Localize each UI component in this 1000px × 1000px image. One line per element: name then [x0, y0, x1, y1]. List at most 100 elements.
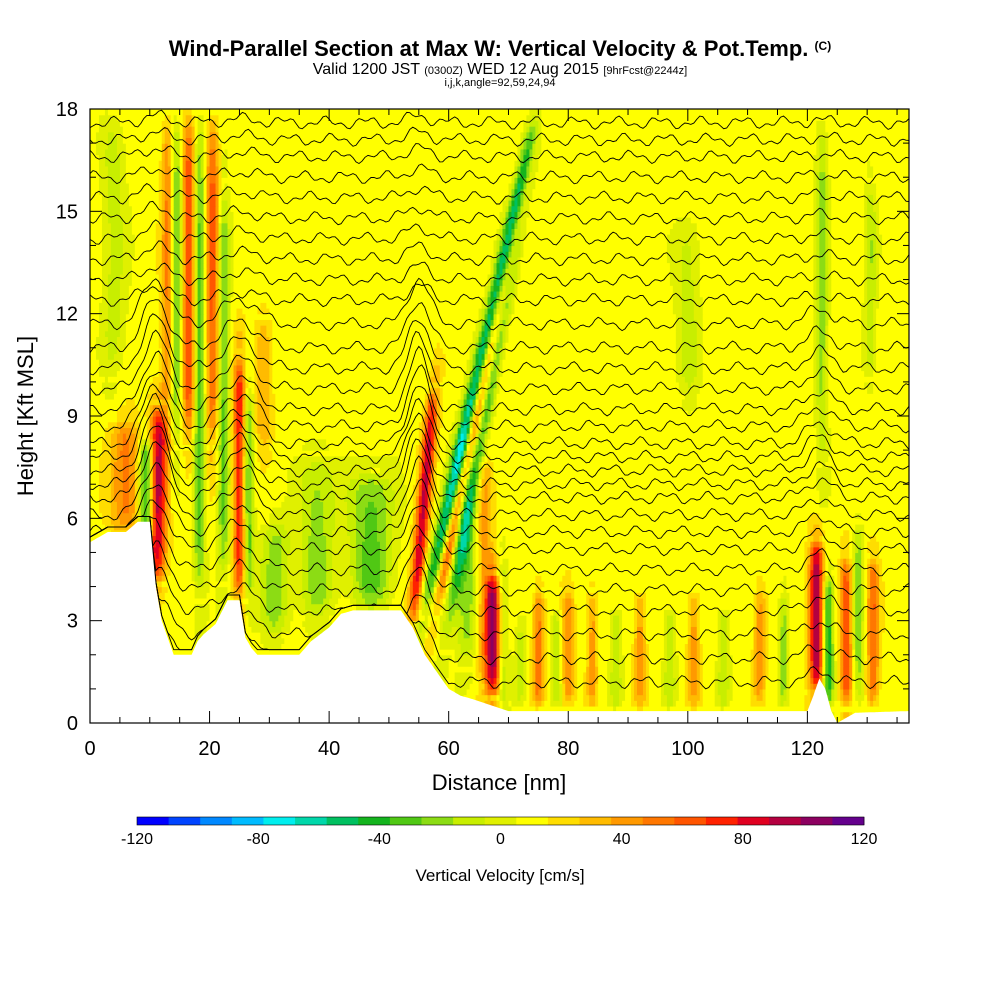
velocity-cell [834, 654, 838, 662]
velocity-cell [155, 518, 163, 525]
velocity-cell [660, 677, 665, 684]
velocity-cell [690, 603, 698, 610]
velocity-cell [134, 472, 139, 480]
velocity-cell [376, 524, 387, 531]
velocity-cell [472, 671, 477, 679]
velocity-cell [385, 501, 396, 508]
velocity-cell [634, 603, 638, 610]
velocity-cell [158, 563, 163, 571]
velocity-cell [690, 381, 704, 389]
velocity-cell [562, 603, 566, 610]
velocity-cell [756, 671, 764, 679]
velocity-cell [451, 450, 456, 457]
velocity-cell [188, 472, 193, 480]
velocity-cell [825, 529, 844, 536]
velocity-cell [634, 614, 638, 622]
velocity-cell [194, 580, 199, 588]
velocity-cell [442, 393, 462, 400]
velocity-cell [221, 387, 229, 394]
velocity-cell [230, 575, 235, 582]
velocity-cell [852, 694, 856, 701]
velocity-cell [493, 467, 817, 474]
velocity-cell [239, 501, 244, 508]
velocity-cell [451, 552, 456, 559]
velocity-cell [765, 620, 770, 627]
velocity-cell [469, 410, 474, 417]
velocity-cell [218, 506, 223, 514]
velocity-cell [843, 558, 847, 565]
velocity-cell [206, 535, 217, 542]
velocity-cell [161, 461, 166, 468]
velocity-cell [786, 626, 791, 633]
velocity-cell [215, 535, 220, 542]
velocity-cell [433, 404, 438, 411]
velocity-cell [436, 626, 441, 633]
velocity-cell [409, 592, 414, 599]
velocity-cell [353, 580, 360, 588]
velocity-cell [523, 688, 527, 696]
velocity-cell [197, 427, 202, 434]
velocity-cell [849, 580, 853, 588]
velocity-cell [245, 506, 253, 514]
velocity-cell [813, 381, 817, 389]
velocity-cell [439, 478, 444, 485]
velocity-cell [523, 660, 527, 667]
velocity-cell [415, 552, 423, 559]
velocity-cell [684, 643, 689, 650]
velocity-cell [613, 694, 620, 701]
velocity-cell [227, 404, 232, 411]
velocity-cell [134, 478, 139, 485]
velocity-cell [158, 501, 163, 508]
velocity-cell [248, 433, 253, 440]
velocity-cell [478, 438, 483, 446]
velocity-cell [248, 569, 253, 576]
velocity-cell [819, 427, 826, 434]
velocity-cell [206, 592, 217, 599]
velocity-cell [311, 501, 324, 508]
velocity-cell [173, 421, 181, 428]
velocity-cell [122, 506, 130, 514]
velocity-cell [837, 649, 841, 656]
velocity-cell [496, 660, 501, 667]
velocity-cell [248, 512, 253, 519]
velocity-cell [427, 603, 432, 610]
velocity-cell [517, 632, 525, 639]
velocity-cell [717, 688, 728, 696]
velocity-cell [819, 660, 823, 667]
velocity-cell [332, 592, 342, 599]
velocity-cell [484, 683, 489, 690]
velocity-cell [562, 654, 566, 662]
velocity-cell [529, 637, 533, 645]
velocity-cell [242, 461, 247, 468]
velocity-cell [451, 569, 456, 576]
velocity-cell [200, 455, 205, 463]
velocity-cell [876, 683, 880, 690]
velocity-cell [415, 575, 420, 582]
velocity-cell [484, 467, 492, 474]
velocity-cell [819, 404, 826, 411]
velocity-cell [385, 580, 390, 588]
velocity-cell [445, 677, 456, 684]
velocity-cell [230, 387, 235, 394]
velocity-cell [442, 489, 447, 497]
velocity-cell [191, 472, 196, 480]
velocity-cell [275, 620, 285, 627]
velocity-cell [780, 666, 788, 673]
velocity-cell [155, 467, 163, 474]
velocity-cell [843, 643, 850, 650]
velocity-cell [200, 478, 205, 485]
velocity-cell [463, 393, 468, 400]
velocity-cell [442, 410, 456, 417]
velocity-cell [825, 586, 829, 593]
velocity-cell [822, 683, 826, 690]
velocity-cell [412, 552, 417, 559]
velocity-cell [502, 677, 507, 684]
velocity-cell [254, 410, 258, 417]
velocity-cell [475, 632, 480, 639]
velocity-cell [472, 489, 477, 497]
velocity-cell [460, 433, 465, 440]
velocity-cell [90, 376, 106, 383]
velocity-cell [690, 683, 698, 690]
velocity-cell [508, 558, 805, 565]
velocity-cell [768, 666, 779, 673]
